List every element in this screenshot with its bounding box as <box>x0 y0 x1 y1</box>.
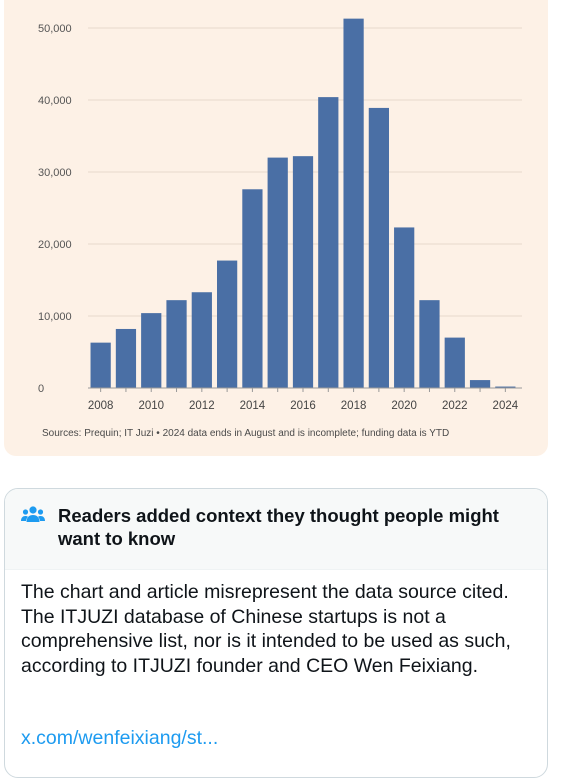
bar <box>267 157 288 388</box>
y-tick-label: 50,000 <box>38 23 72 35</box>
bar <box>90 342 111 388</box>
bar <box>444 337 465 388</box>
community-note-card: Readers added context they thought peopl… <box>4 488 548 778</box>
x-tick-label: 2010 <box>138 400 164 412</box>
bar <box>115 328 137 388</box>
bar <box>217 260 238 388</box>
bar <box>191 292 212 388</box>
x-tick-label: 2022 <box>442 400 468 412</box>
y-tick-label: 30,000 <box>38 167 72 179</box>
bar <box>469 380 491 388</box>
x-tick-label: 2016 <box>290 400 316 412</box>
bar <box>292 156 314 388</box>
community-note-heading: Readers added context they thought peopl… <box>58 505 499 549</box>
x-tick-label: 2012 <box>189 400 215 412</box>
chart-panel: 0 10,000 20,000 30,000 40,000 50,000 2008 2010 2… <box>4 0 548 456</box>
bar <box>141 313 162 388</box>
bar <box>394 227 415 388</box>
chart-source-note: Sources: Prequin; IT Juzi • 2024 data en… <box>42 428 450 439</box>
x-tick-label: 2014 <box>240 400 266 412</box>
y-tick-label: 0 <box>38 383 44 395</box>
bar-chart: 0 10,000 20,000 30,000 40,000 50,000 2008 2010 2… <box>38 18 522 412</box>
y-tick-label: 10,000 <box>38 311 72 323</box>
bar <box>495 386 516 388</box>
bar <box>242 189 263 388</box>
y-tick-label: 40,000 <box>38 95 72 107</box>
bar <box>166 300 187 388</box>
community-note-header: Readers added context they thought peopl… <box>5 489 547 570</box>
y-tick-label: 20,000 <box>38 239 72 251</box>
x-tick-label: 2024 <box>493 400 519 412</box>
community-note-body: The chart and article misrepresent the d… <box>21 581 511 677</box>
bar <box>368 107 389 389</box>
x-tick-label: 2018 <box>341 400 367 412</box>
bar <box>318 97 339 389</box>
x-tick-label: 2020 <box>391 400 417 412</box>
community-note-link[interactable]: x.com/wenfeixiang/st... <box>21 727 219 749</box>
people-icon <box>21 506 45 522</box>
bar <box>343 18 364 388</box>
x-tick-label: 2008 <box>88 400 114 412</box>
bar <box>419 300 440 388</box>
